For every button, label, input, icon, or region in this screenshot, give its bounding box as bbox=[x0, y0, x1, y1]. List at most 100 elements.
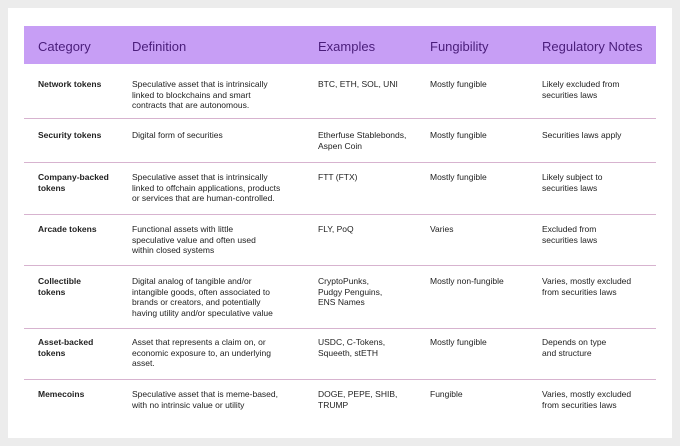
cell-text: linked to blockchains and smart bbox=[132, 89, 251, 100]
cell-text: Excluded from bbox=[542, 224, 597, 234]
cell-text: Speculative asset that is intrinsically bbox=[132, 79, 268, 89]
cell-text: USDC, C-Tokens, bbox=[318, 337, 386, 347]
cell-text: Network tokens bbox=[38, 79, 102, 89]
table-cell: Digital analog of tangible and/or intangi… bbox=[132, 276, 273, 318]
cell-text: Depends on type bbox=[542, 337, 607, 347]
cell-text: Mostly fungible bbox=[430, 337, 487, 347]
cell-text: Asset that represents a claim on, or bbox=[132, 337, 266, 347]
table-cell: Excluded from securities laws bbox=[542, 224, 597, 245]
table-cell: DOGE, PEPE, SHIB, TRUMP bbox=[318, 389, 397, 410]
cell-text: Varies bbox=[430, 224, 454, 234]
cell-text: Etherfuse Stablebonds, bbox=[318, 130, 407, 140]
column-header: Regulatory Notes bbox=[542, 39, 643, 54]
cell-text: TRUMP bbox=[318, 399, 349, 410]
cell-text: Mostly fungible bbox=[430, 79, 487, 89]
table-cell: Asset-backed tokens bbox=[38, 337, 93, 358]
column-header: Examples bbox=[318, 39, 376, 54]
table-cell: Varies, mostly excluded from securities l… bbox=[542, 389, 631, 410]
table-cell: Depends on type and structure bbox=[542, 337, 606, 358]
cell-text: securities laws bbox=[542, 89, 598, 100]
cell-text: Likely excluded from bbox=[542, 79, 620, 89]
cell-text: Arcade tokens bbox=[38, 224, 97, 234]
row-separator bbox=[24, 118, 656, 119]
cell-text: asset. bbox=[132, 358, 155, 368]
table-cell: Mostly non-fungible bbox=[430, 276, 504, 287]
cell-text: brands or creators, and potentially bbox=[132, 297, 261, 307]
table-cell: FTT (FTX) bbox=[318, 172, 358, 183]
cell-text: or services that are human-controlled. bbox=[132, 193, 275, 203]
table-cell: Digital form of securities bbox=[132, 130, 223, 141]
cell-text: economic exposure to, an underlying bbox=[132, 347, 271, 358]
table-cell: Functional assets with little speculative… bbox=[132, 224, 256, 256]
row-separator bbox=[24, 265, 656, 266]
table-cell: Speculative asset that is meme-based, wit… bbox=[132, 389, 278, 410]
cell-text: intangible goods, often associated to bbox=[132, 286, 270, 297]
cell-text: tokens bbox=[38, 286, 66, 297]
card bbox=[8, 8, 672, 438]
table-cell: Collectible tokens bbox=[38, 276, 81, 297]
column-header: Category bbox=[38, 39, 91, 54]
cell-text: within closed systems bbox=[132, 245, 215, 255]
table-cell: Network tokens bbox=[38, 79, 101, 90]
cell-text: FLY, PoQ bbox=[318, 224, 354, 234]
table-cell: Mostly fungible bbox=[430, 79, 487, 90]
cell-text: securities laws bbox=[542, 234, 598, 245]
row-separator bbox=[24, 214, 656, 215]
table-cell: FLY, PoQ bbox=[318, 224, 354, 235]
table-cell: Securities laws apply bbox=[542, 130, 621, 141]
cell-text: securities laws bbox=[542, 182, 598, 193]
cell-text: Securities laws apply bbox=[542, 130, 622, 140]
cell-text: Mostly non-fungible bbox=[430, 276, 504, 286]
cell-text: and structure bbox=[542, 347, 592, 358]
cell-text: tokens bbox=[38, 347, 66, 358]
table-cell: Asset that represents a claim on, or econ… bbox=[132, 337, 271, 369]
cell-text: Digital form of securities bbox=[132, 130, 223, 140]
cell-text: having utility and/or speculative value bbox=[132, 307, 273, 318]
table-cell: Mostly fungible bbox=[430, 130, 487, 141]
cell-text: Speculative asset that is meme-based, bbox=[132, 389, 278, 399]
cell-text: Mostly fungible bbox=[430, 172, 487, 182]
table-cell: BTC, ETH, SOL, UNI bbox=[318, 79, 398, 90]
table-cell: Company-backed tokens bbox=[38, 172, 109, 193]
table-cell: USDC, C-Tokens, Squeeth, stETH bbox=[318, 337, 385, 358]
table-cell: Fungible bbox=[430, 389, 463, 400]
cell-text: from securities laws bbox=[542, 399, 617, 410]
cell-text: Pudgy Penguins, bbox=[318, 286, 383, 297]
table-cell: Security tokens bbox=[38, 130, 101, 141]
cell-text: with no intrinsic value or utility bbox=[132, 399, 245, 410]
row-separator bbox=[24, 379, 656, 380]
table-cell: Mostly fungible bbox=[430, 172, 487, 183]
cell-text: Aspen Coin bbox=[318, 140, 362, 151]
cell-text: Security tokens bbox=[38, 130, 102, 140]
cell-text: Company-backed bbox=[38, 172, 109, 182]
table-cell: Memecoins bbox=[38, 389, 84, 400]
cell-text: BTC, ETH, SOL, UNI bbox=[318, 79, 398, 89]
cell-text: Squeeth, stETH bbox=[318, 347, 379, 358]
cell-text: Digital analog of tangible and/or bbox=[132, 276, 252, 286]
cell-text: Fungible bbox=[430, 389, 463, 399]
cell-text: Functional assets with little bbox=[132, 224, 234, 234]
cell-text: Asset-backed bbox=[38, 337, 94, 347]
table-cell: CryptoPunks, Pudgy Penguins, ENS Names bbox=[318, 276, 382, 308]
header-row bbox=[24, 26, 656, 64]
cell-text: CryptoPunks, bbox=[318, 276, 370, 286]
table-cell: Varies, mostly excluded from securities l… bbox=[542, 276, 631, 297]
table-cell: Mostly fungible bbox=[430, 337, 487, 348]
cell-text: Speculative asset that is intrinsically bbox=[132, 172, 268, 182]
table-cell: Likely excluded from securities laws bbox=[542, 79, 619, 100]
cell-text: from securities laws bbox=[542, 286, 617, 297]
cell-text: Varies, mostly excluded bbox=[542, 389, 632, 399]
table-cell: Likely subject to securities laws bbox=[542, 172, 602, 193]
cell-text: Varies, mostly excluded bbox=[542, 276, 632, 286]
cell-text: Likely subject to bbox=[542, 172, 603, 182]
cell-text: speculative value and often used bbox=[132, 234, 256, 245]
cell-text: tokens bbox=[38, 182, 66, 193]
cell-text: Memecoins bbox=[38, 389, 85, 399]
table-cell: Arcade tokens bbox=[38, 224, 97, 235]
table-cell: Speculative asset that is intrinsically l… bbox=[132, 172, 280, 204]
cell-text: linked to offchain applications, product… bbox=[132, 182, 281, 193]
row-separator bbox=[24, 162, 656, 163]
cell-text: Collectible bbox=[38, 276, 81, 286]
cell-text: contracts that are autonomous. bbox=[132, 100, 250, 110]
